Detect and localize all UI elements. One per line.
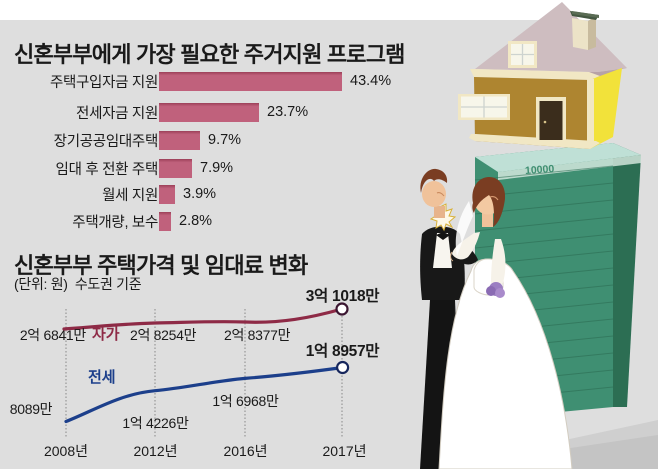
- svg-text:10000: 10000: [525, 163, 555, 177]
